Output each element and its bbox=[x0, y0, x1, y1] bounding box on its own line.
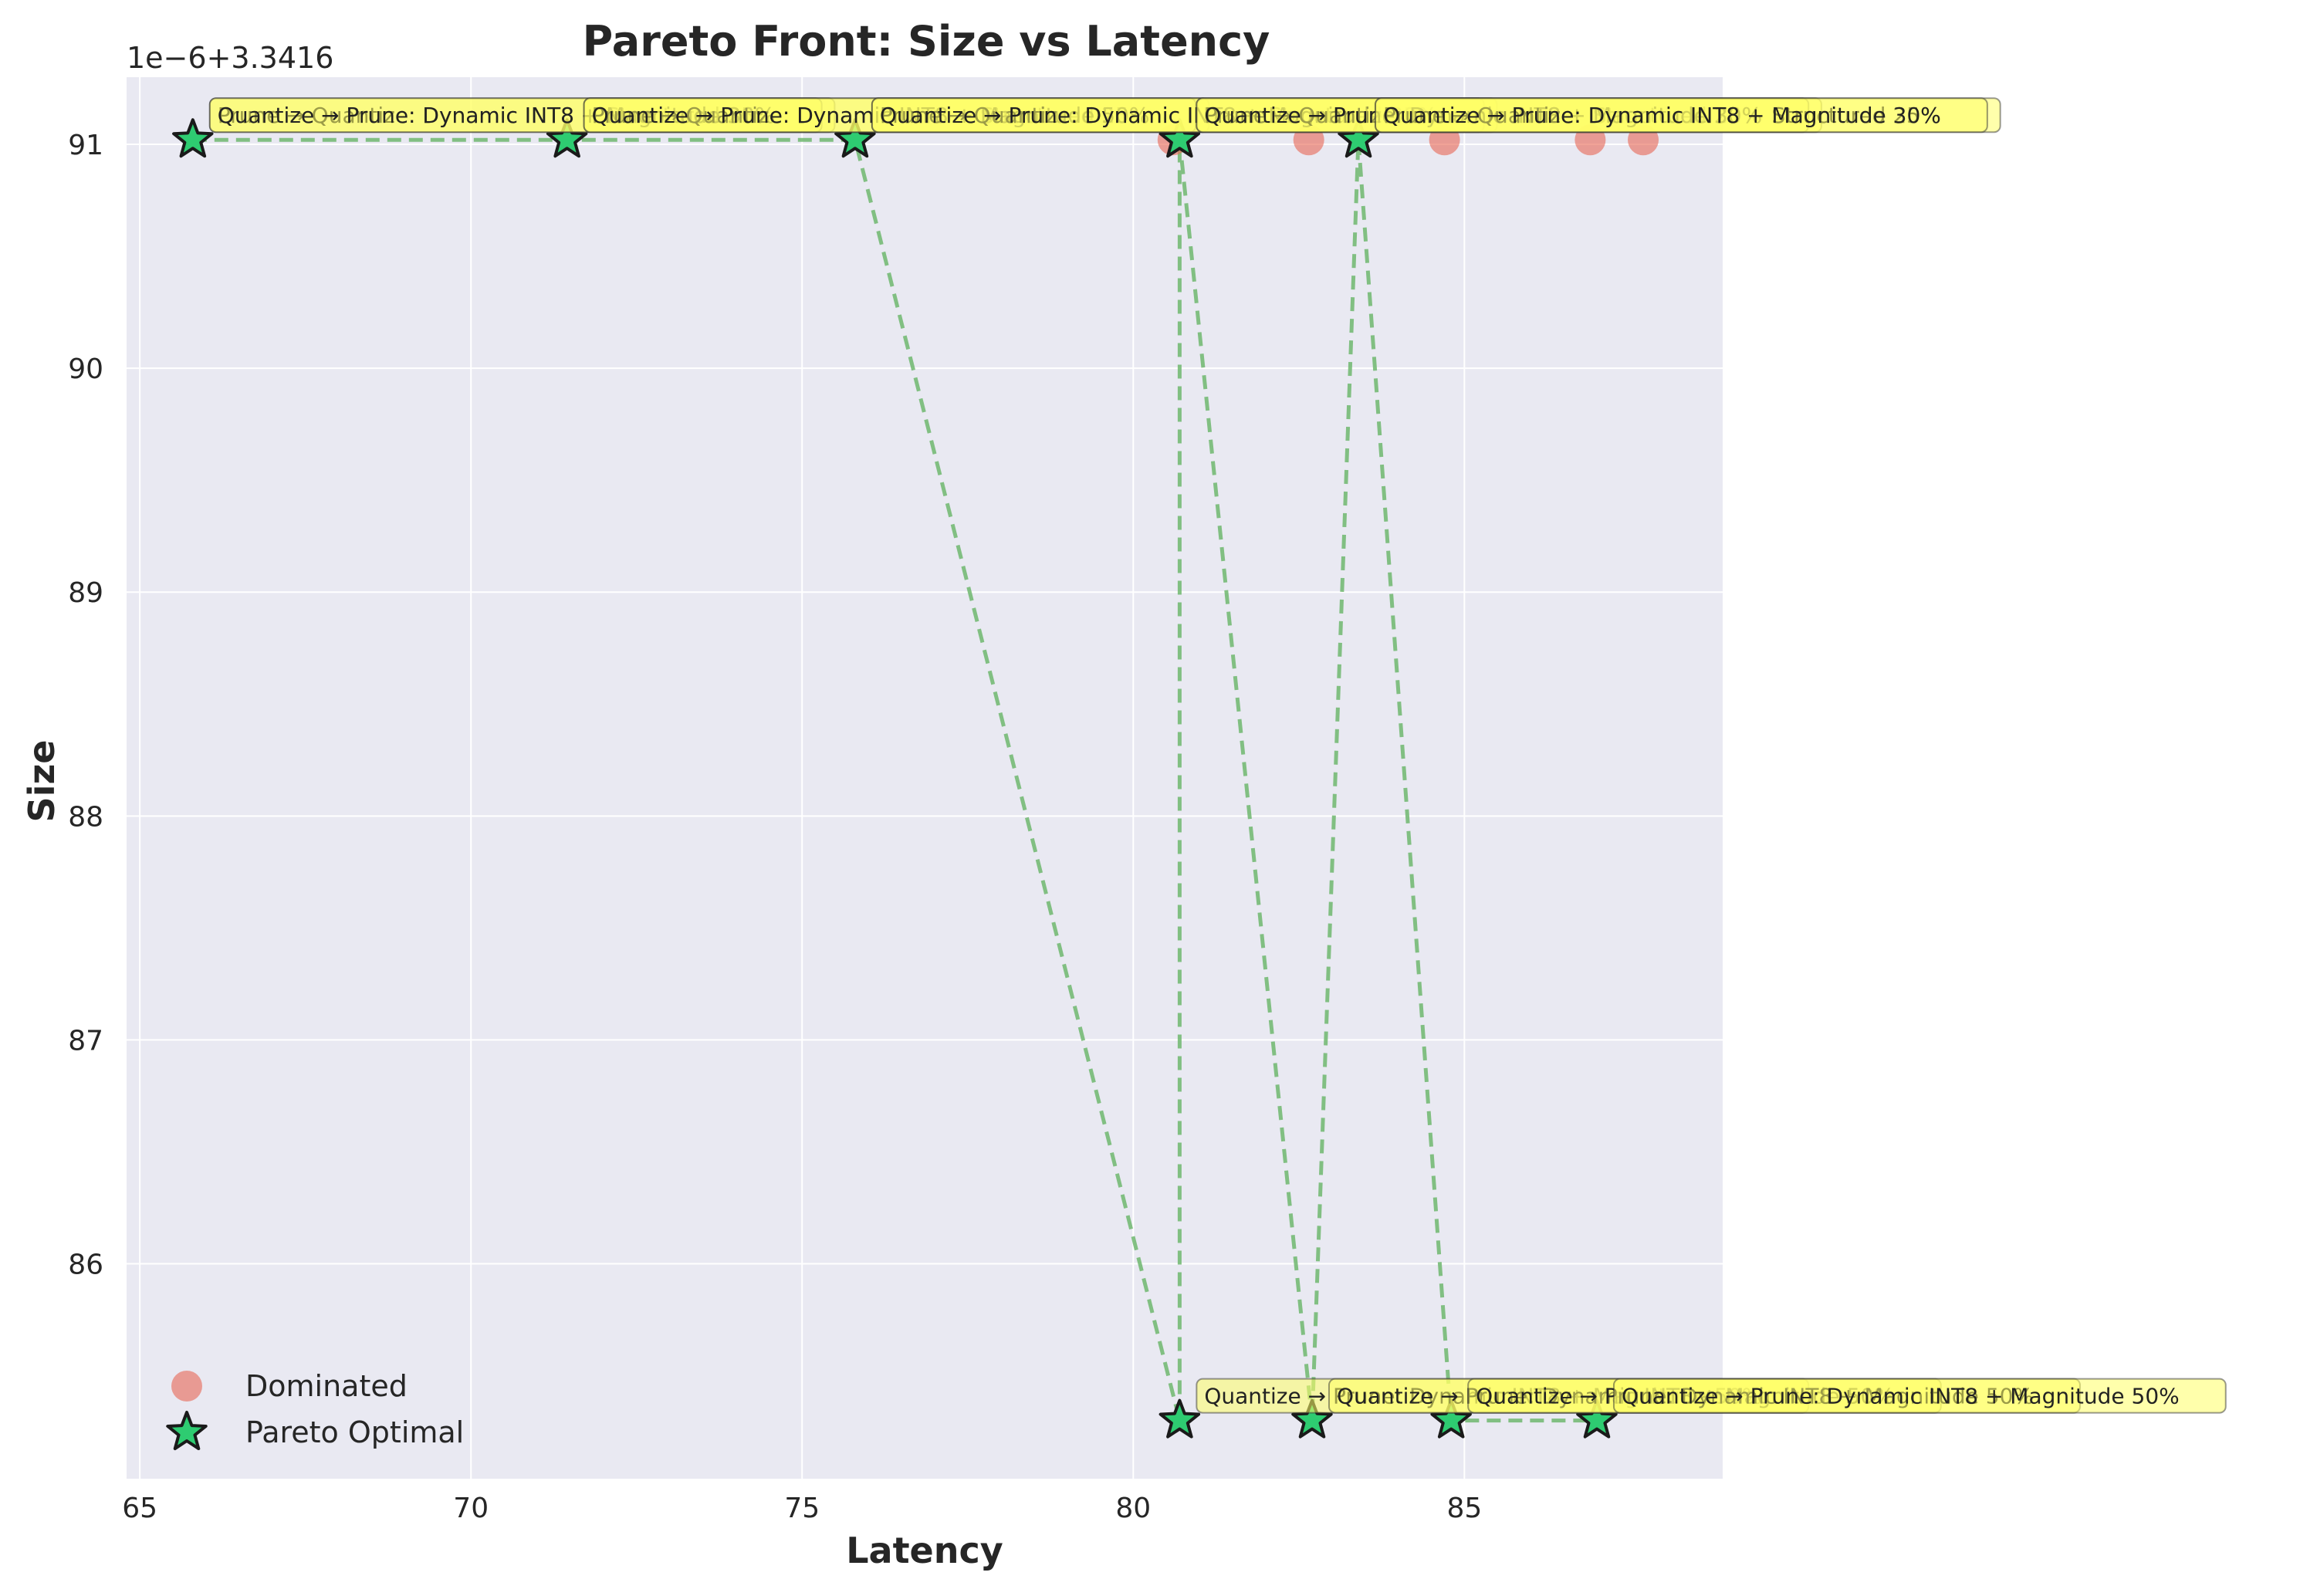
y-tick-label: 86 bbox=[68, 1249, 103, 1281]
pareto-point bbox=[546, 118, 588, 158]
annotation-text: Quantize → Prune: Dynamic INT8 + Magnitu… bbox=[1383, 103, 1941, 128]
y-tick-label: 90 bbox=[68, 353, 103, 385]
x-tick-label: 65 bbox=[122, 1493, 157, 1524]
pareto-point bbox=[1338, 118, 1379, 158]
legend: Dominated Pareto Optimal bbox=[166, 1369, 464, 1451]
annotation-box bbox=[1612, 1378, 2227, 1414]
annotation: Quantize → Prune: Dynamic INT8 + Magnitu… bbox=[1375, 97, 1988, 134]
pareto-point bbox=[1158, 118, 1201, 158]
chart-title: Pareto Front: Size vs Latency bbox=[583, 17, 1270, 66]
axis-ticks: 65 70 75 80 85 86 87 88 89 90 91 bbox=[68, 130, 1482, 1524]
annotation: Quantize → Prune: Dynamic INT8 + Magnitu… bbox=[1612, 1378, 2227, 1414]
y-tick-label: 91 bbox=[68, 130, 103, 161]
y-tick-label: 89 bbox=[68, 577, 103, 609]
x-tick-label: 80 bbox=[1115, 1493, 1151, 1524]
y-tick-label: 88 bbox=[68, 801, 103, 833]
annotation-text: Quantize → Prune: Dynamic INT8 + Magnitu… bbox=[1622, 1384, 2180, 1409]
pareto-point bbox=[1158, 1398, 1201, 1439]
x-tick-label: 70 bbox=[453, 1493, 489, 1524]
y-tick-label: 87 bbox=[68, 1025, 103, 1057]
pareto-point bbox=[172, 118, 214, 158]
plot-background bbox=[127, 77, 1723, 1479]
x-tick-label: 75 bbox=[784, 1493, 820, 1524]
legend-dominated-label: Dominated bbox=[245, 1369, 408, 1403]
pareto-point bbox=[834, 118, 876, 158]
annotation-box bbox=[1375, 97, 1988, 134]
y-axis-offset-label: 1e−6+3.3416 bbox=[127, 41, 333, 75]
legend-pareto-marker bbox=[166, 1411, 208, 1451]
markers bbox=[172, 118, 1659, 1439]
pareto-point bbox=[1430, 1398, 1472, 1439]
x-tick-label: 85 bbox=[1446, 1493, 1482, 1524]
pareto-point bbox=[1291, 1398, 1333, 1439]
x-axis-label: Latency bbox=[846, 1530, 1003, 1571]
pareto-point bbox=[1576, 1398, 1618, 1439]
legend-pareto-label: Pareto Optimal bbox=[245, 1415, 464, 1449]
annotations: Prune → Quantize: Dynamic INT8 + Structu… bbox=[208, 97, 2227, 1414]
y-axis-label: Size bbox=[21, 740, 63, 823]
legend-dominated-marker bbox=[171, 1371, 202, 1402]
